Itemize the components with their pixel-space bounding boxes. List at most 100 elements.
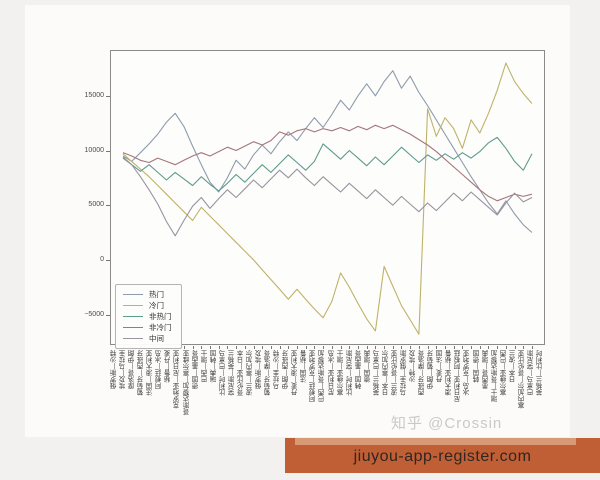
x-axis-label: 法国—澳大利亚 — [147, 350, 155, 396]
legend-item-中间: 中间 — [123, 333, 172, 344]
legend-item-非冷门: 非冷门 — [123, 322, 172, 333]
x-tick-mark — [270, 346, 272, 349]
x-axis-label: 波兰—哥伦比亚 — [391, 350, 399, 396]
x-axis-label: 澳大利亚—秘鲁 — [446, 350, 454, 396]
x-tick-mark — [357, 346, 359, 349]
x-tick-mark — [253, 346, 255, 349]
series-line-非冷门 — [122, 124, 533, 202]
x-axis-label: 塞尔维亚—瑞士 — [337, 350, 345, 396]
x-tick-mark — [505, 346, 507, 349]
x-axis-label: 德国—墨西哥 — [192, 350, 200, 389]
x-axis-label: 葡萄牙—摩洛哥 — [265, 350, 273, 396]
x-axis-labels: 俄罗斯—沙特 埃及—乌拉圭 摩洛哥—伊朗 葡萄牙—西班牙 法国—澳大利亚 阿根廷—冰岛 秘鲁… — [110, 350, 545, 415]
y-tick-mark — [106, 95, 110, 97]
x-tick-mark — [279, 346, 281, 349]
x-axis-label: 日本—塞内加尔 — [382, 350, 390, 396]
x-axis-label: 阿根廷—冰岛 — [156, 350, 164, 389]
x-tick-mark — [192, 346, 194, 349]
legend-item-热门: 热门 — [123, 289, 172, 300]
legend-item-非热门: 非热门 — [123, 311, 172, 322]
x-tick-mark — [479, 346, 481, 349]
x-tick-mark — [471, 346, 473, 349]
x-axis-label: 伊朗—葡萄牙 — [428, 350, 436, 389]
x-tick-mark — [201, 346, 203, 349]
y-tick-label: 10000 — [84, 146, 104, 154]
x-axis-label: 瑞士—哥斯达黎加 — [491, 350, 499, 402]
x-axis-label: 伊朗—西班牙 — [283, 350, 291, 389]
x-axis-label: 比利时—巴拿马 — [219, 350, 227, 396]
x-axis-label: 波兰—塞内加尔 — [246, 350, 254, 396]
x-axis-label: 葡萄牙—西班牙 — [138, 350, 146, 396]
legend-item-冷门: 冷门 — [123, 300, 172, 311]
x-axis-label: 乌拉圭—沙特 — [274, 350, 282, 389]
series-line-冷门 — [122, 62, 533, 335]
x-axis-label: 德国—瑞典 — [364, 350, 372, 383]
x-tick-mark — [488, 346, 490, 349]
promo-banner[interactable]: jiuyou-app-register.com — [285, 438, 600, 473]
legend-label: 冷门 — [149, 300, 164, 310]
x-tick-mark — [401, 346, 403, 349]
y-tick-mark — [106, 259, 110, 261]
x-axis-label: 英格兰—巴拿马 — [373, 350, 381, 396]
legend-line-swatch — [123, 338, 143, 339]
x-axis-label: 英格兰—比利时 — [536, 350, 544, 396]
y-tick-mark — [106, 205, 110, 207]
x-axis-label: 埃及—乌拉圭 — [120, 350, 128, 389]
x-tick-mark — [418, 346, 420, 349]
x-tick-mark — [444, 346, 446, 349]
x-tick-mark — [297, 346, 299, 349]
x-axis-label: 尼日利亚—阿根廷 — [455, 350, 463, 402]
y-tick-mark — [106, 314, 110, 316]
x-tick-mark — [323, 346, 325, 349]
x-tick-mark — [349, 346, 351, 349]
x-axis-label: 突尼斯—英格兰 — [228, 350, 236, 396]
x-tick-mark — [453, 346, 455, 349]
x-tick-mark — [532, 346, 533, 349]
x-tick-mark — [331, 346, 333, 349]
x-tick-mark — [436, 346, 438, 349]
x-axis-label: 俄罗斯—埃及 — [256, 350, 264, 389]
x-axis-label: 哥伦比亚—日本 — [237, 350, 245, 396]
x-tick-mark — [210, 346, 212, 349]
x-axis-label: 比利时—突尼斯 — [346, 350, 354, 396]
watermark-text: 知乎 @Crossin — [391, 415, 503, 432]
chart-legend: 热门 冷门 非热门 非冷门 中间 — [115, 284, 182, 349]
legend-line-swatch — [123, 305, 143, 306]
x-axis-label: 秘鲁—丹麦 — [165, 350, 173, 383]
x-axis-label: 塞内加尔—哥伦比亚 — [518, 350, 526, 409]
x-tick-mark — [514, 346, 516, 349]
x-tick-mark — [288, 346, 290, 349]
x-axis-label: 墨西哥—瑞典 — [482, 350, 490, 389]
x-axis-label: 克罗地亚—尼日利亚 — [174, 350, 182, 409]
x-axis-label: 俄罗斯—沙特 — [111, 350, 119, 389]
x-axis-label: 哥斯达黎加—塞尔维亚 — [183, 350, 191, 415]
x-tick-mark — [462, 346, 464, 349]
legend-label: 非冷门 — [149, 322, 172, 332]
series-line-热门 — [122, 70, 533, 233]
x-axis-label: 巴西—瑞士 — [201, 350, 209, 383]
x-axis-label: 瑞典—韩国 — [210, 350, 218, 383]
x-axis-label: 乌拉圭—俄罗斯 — [401, 350, 409, 396]
x-tick-mark — [183, 346, 185, 349]
x-axis-label: 韩国—墨西哥 — [355, 350, 363, 389]
x-tick-mark — [375, 346, 377, 349]
x-axis-label: 摩洛哥—伊朗 — [129, 350, 137, 389]
y-tick-mark — [106, 150, 110, 152]
x-tick-mark — [236, 346, 238, 349]
legend-label: 热门 — [149, 289, 164, 299]
x-axis-label: 法国—秘鲁 — [301, 350, 309, 383]
x-tick-mark — [218, 346, 220, 349]
x-axis-label: 尼日利亚—冰岛 — [328, 350, 336, 396]
y-tick-label: −5000 — [84, 310, 104, 318]
plot-area — [110, 50, 545, 345]
legend-line-swatch — [123, 316, 143, 317]
legend-label: 非热门 — [149, 311, 172, 321]
banner-strip — [295, 438, 576, 445]
x-axis-label: 巴西—哥斯达黎加 — [319, 350, 327, 402]
chart-figure: 15000 10000 5000 0 −5000 俄罗斯—沙特 埃及—乌拉圭 摩洛哥—伊朗葡… — [25, 5, 570, 437]
x-tick-mark — [244, 346, 246, 349]
x-tick-mark — [305, 346, 307, 349]
x-axis-label: 巴拿马—突尼斯 — [527, 350, 535, 396]
x-axis-label: 韩国—德国 — [473, 350, 481, 383]
x-axis-label: 丹麦—法国 — [437, 350, 445, 383]
